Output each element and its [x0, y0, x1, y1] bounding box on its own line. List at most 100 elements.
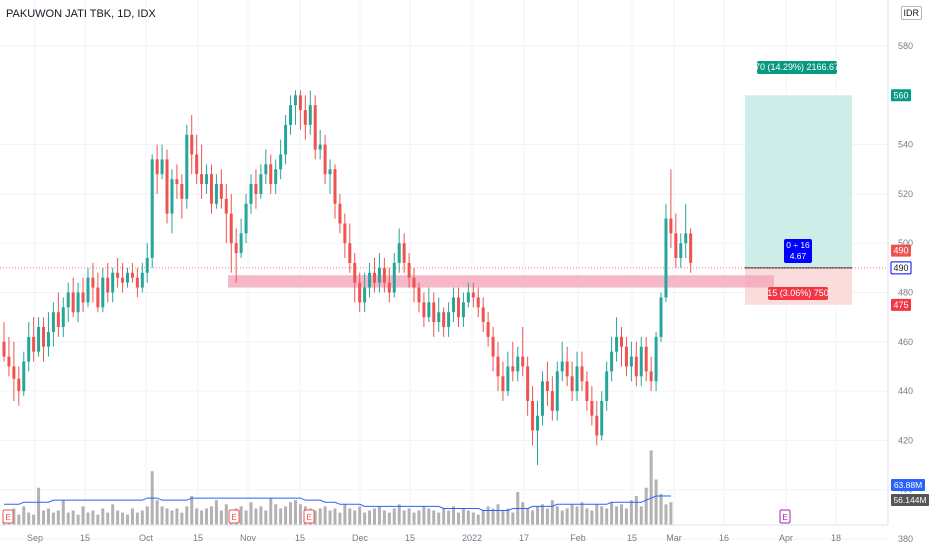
candle-body [363, 287, 367, 303]
candle-body [550, 391, 554, 411]
candle-body [689, 233, 693, 263]
volume-bar [259, 506, 263, 525]
x-tick-label: Oct [139, 533, 154, 543]
volume-bar [209, 506, 213, 525]
x-tick-label: Nov [240, 533, 257, 543]
y-tick-label: 380 [898, 534, 913, 544]
volume-bar [318, 508, 322, 525]
candle-body [269, 164, 273, 185]
volume-bar [269, 498, 273, 525]
candle-body [22, 361, 26, 392]
volume-bar [624, 508, 628, 525]
candle-body [348, 243, 352, 263]
volume-ma-tag: 63.88M [894, 480, 922, 490]
candle-body [343, 223, 347, 244]
y-tick-label: 440 [898, 386, 913, 396]
volume-bar [639, 506, 643, 525]
candle-body [486, 322, 490, 337]
volume-bar [51, 512, 55, 525]
stop-label: 15 (3.06%) 750 [767, 288, 829, 298]
price-tag-bg [891, 298, 911, 311]
price-tag-target: 560 [893, 90, 908, 100]
candle-body [373, 272, 376, 283]
volume-bar [284, 506, 288, 525]
volume-bar [313, 510, 317, 525]
candle-body [323, 144, 327, 175]
candle-body [71, 292, 75, 313]
candle-body [392, 262, 396, 293]
x-tick-label: Dec [352, 533, 369, 543]
y-tick-label: 520 [898, 189, 913, 199]
candle-body [7, 356, 11, 367]
candle-body [12, 366, 16, 379]
candle-body [669, 218, 673, 234]
candle-body [565, 361, 569, 377]
volume-bar [432, 510, 436, 525]
candle-body [318, 144, 322, 150]
volume-bar [629, 500, 633, 525]
candle-body [274, 169, 278, 185]
candle-body [620, 336, 623, 347]
candle-body [382, 267, 386, 283]
candle-body [116, 272, 120, 278]
volume-bar [669, 502, 673, 525]
earnings-marker: E [306, 513, 311, 522]
candle-body [140, 272, 144, 288]
volume-bar [402, 510, 406, 525]
candle-body [61, 307, 65, 328]
candle-body [160, 159, 164, 175]
candle-body [37, 327, 41, 352]
candle-body [605, 371, 609, 401]
volume-bar [452, 506, 456, 525]
candle-body [575, 366, 579, 392]
candle-body [526, 366, 530, 401]
volume-bar [254, 508, 258, 525]
volume-bar [486, 506, 490, 525]
entry-label-top: 0 ÷ 16 [786, 240, 810, 250]
candle-body [437, 312, 441, 323]
volume-bar [224, 504, 228, 525]
candle-body [590, 400, 594, 416]
candle-body [106, 277, 110, 293]
candle-body [471, 292, 475, 298]
volume-bar [71, 510, 75, 525]
y-tick-label: 480 [898, 288, 913, 298]
volume-bar [659, 493, 663, 525]
candle-body [629, 356, 633, 367]
candle-body [121, 277, 125, 283]
earnings-marker-bg [303, 509, 315, 524]
volume-bar [536, 506, 540, 525]
target-label-bg [757, 61, 837, 74]
candle-body [615, 336, 619, 352]
x-tick-label: 17 [519, 533, 529, 543]
volume-bar [550, 500, 554, 525]
y-tick-label: 420 [898, 435, 913, 445]
volume-tag-bg [891, 494, 929, 506]
candle-body [234, 243, 238, 254]
y-tick-label: 580 [898, 41, 913, 51]
candle-body [545, 381, 549, 392]
candle-body [170, 179, 174, 214]
x-tick-label: 15 [193, 533, 203, 543]
volume-bar [654, 479, 658, 525]
candle-body [595, 415, 599, 436]
currency-label[interactable]: IDR [900, 6, 922, 20]
volume-bar [333, 508, 337, 525]
volume-bar [531, 510, 535, 525]
volume-bar [155, 500, 159, 525]
candle-body [358, 282, 362, 303]
volume-bar [111, 504, 115, 525]
candle-body [397, 243, 401, 263]
volume-tag-bg [891, 479, 925, 491]
volume-bar [501, 510, 505, 525]
volume-bar [185, 506, 189, 525]
x-tick-label: 15 [627, 533, 637, 543]
volume-bar [387, 512, 391, 525]
volume-bar [61, 500, 65, 525]
price-tag-bg [890, 261, 912, 275]
volume-bar [565, 508, 569, 525]
candle-body [531, 400, 535, 431]
candle-body [402, 243, 406, 263]
candle-body [224, 198, 228, 214]
